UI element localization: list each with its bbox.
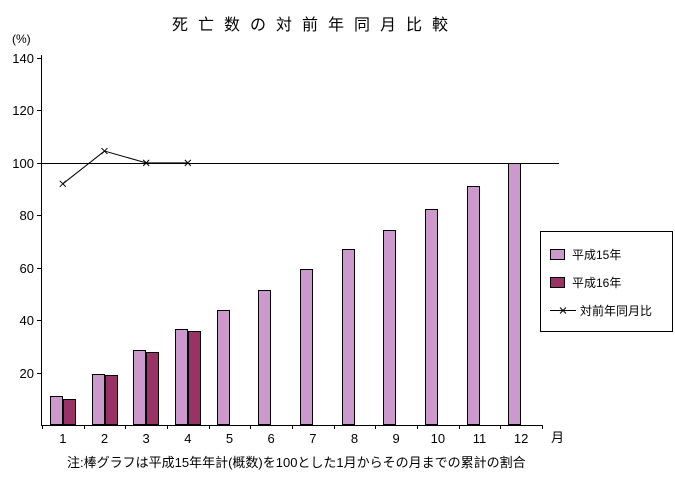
x-axis-tick — [375, 425, 377, 429]
bar-heisei15 — [174, 329, 188, 425]
y-tick-label: 120 — [12, 103, 34, 119]
x-axis-tick — [167, 425, 168, 429]
x-tick-label: 1 — [59, 431, 67, 446]
x-axis-tick — [42, 425, 43, 429]
y-axis-tick — [37, 267, 42, 269]
y-tick-label: 100 — [12, 155, 34, 171]
bar-heisei16 — [62, 398, 76, 425]
x-tick-label: 3 — [142, 431, 150, 446]
y-tick-label: 20 — [19, 365, 34, 381]
heisei15-swatch — [550, 248, 565, 260]
y-axis-tick — [37, 110, 42, 112]
y-axis-tick — [37, 58, 42, 59]
reference-line-100 — [42, 162, 559, 164]
bar-heisei15 — [466, 186, 480, 425]
x-tick-label: 10 — [430, 431, 446, 446]
x-axis-tick — [417, 425, 418, 429]
footnote: 注:棒グラフは平成15年年計(概数)を100とした1月からその月までの累計の割合 — [67, 455, 526, 470]
x-axis-tick — [208, 425, 210, 429]
chart-title: 死亡数の対前年同月比較 — [171, 17, 458, 34]
x-tick-label: 9 — [392, 431, 400, 446]
legend-label-heisei16: 平成16年 — [572, 275, 622, 290]
ratio-line-markers — [59, 147, 192, 188]
y-axis-unit-label: (%) — [12, 32, 31, 46]
y-axis-tick — [37, 162, 42, 164]
heisei16-swatch — [550, 276, 565, 288]
x-axis-tick — [292, 425, 293, 429]
x-tick-label: 11 — [472, 431, 487, 446]
x-axis-tick — [83, 425, 85, 429]
y-tick-label: 60 — [19, 260, 34, 276]
ratio-line-sample-icon — [550, 306, 576, 314]
bar-heisei15 — [91, 373, 105, 425]
legend: 平成15年 平成16年 対前年同月比 — [540, 231, 673, 332]
x-tick-label: 8 — [350, 431, 359, 446]
legend-label-heisei15: 平成15年 — [572, 247, 622, 262]
ratio-line — [62, 150, 188, 185]
bar-heisei15 — [299, 269, 313, 425]
y-axis-tick — [37, 215, 42, 217]
bar-heisei16 — [104, 375, 118, 425]
y-tick-label: 140 — [12, 51, 34, 66]
legend-item-ratio: 対前年同月比 — [550, 303, 653, 318]
y-axis-tick — [37, 320, 42, 322]
y-axis-line — [41, 55, 42, 426]
bar-heisei15 — [133, 350, 147, 425]
x-axis-tick — [458, 425, 460, 429]
x-tick-label: 6 — [267, 431, 275, 446]
legend-item-heisei16: 平成16年 — [550, 275, 622, 290]
bar-heisei15 — [424, 208, 438, 425]
y-axis-tick — [37, 372, 42, 374]
bar-heisei15 — [341, 249, 355, 425]
bar-heisei16 — [187, 330, 201, 425]
x-axis-tick — [250, 425, 252, 429]
x-axis-tick — [500, 425, 502, 429]
y-tick-label: 80 — [19, 208, 34, 224]
bar-heisei15 — [258, 289, 272, 425]
bar-heisei15 — [216, 309, 230, 425]
y-tick-label: 40 — [19, 313, 34, 329]
bar-heisei15 — [508, 162, 522, 425]
x-axis-unit-label: 月 — [551, 430, 565, 445]
x-axis-tick — [125, 425, 127, 429]
x-tick-label: 4 — [184, 431, 192, 446]
legend-item-heisei15: 平成15年 — [550, 247, 622, 262]
bar-heisei16 — [146, 351, 160, 425]
bar-heisei15 — [383, 229, 397, 425]
x-tick-label: 2 — [100, 431, 109, 446]
bar-heisei15 — [49, 396, 63, 425]
x-axis-tick — [333, 425, 335, 429]
x-axis-tick — [542, 425, 543, 429]
x-tick-label: 5 — [225, 431, 234, 446]
x-tick-label: 7 — [309, 431, 317, 446]
x-tick-label: 12 — [513, 431, 529, 446]
legend-label-ratio: 対前年同月比 — [580, 303, 653, 318]
